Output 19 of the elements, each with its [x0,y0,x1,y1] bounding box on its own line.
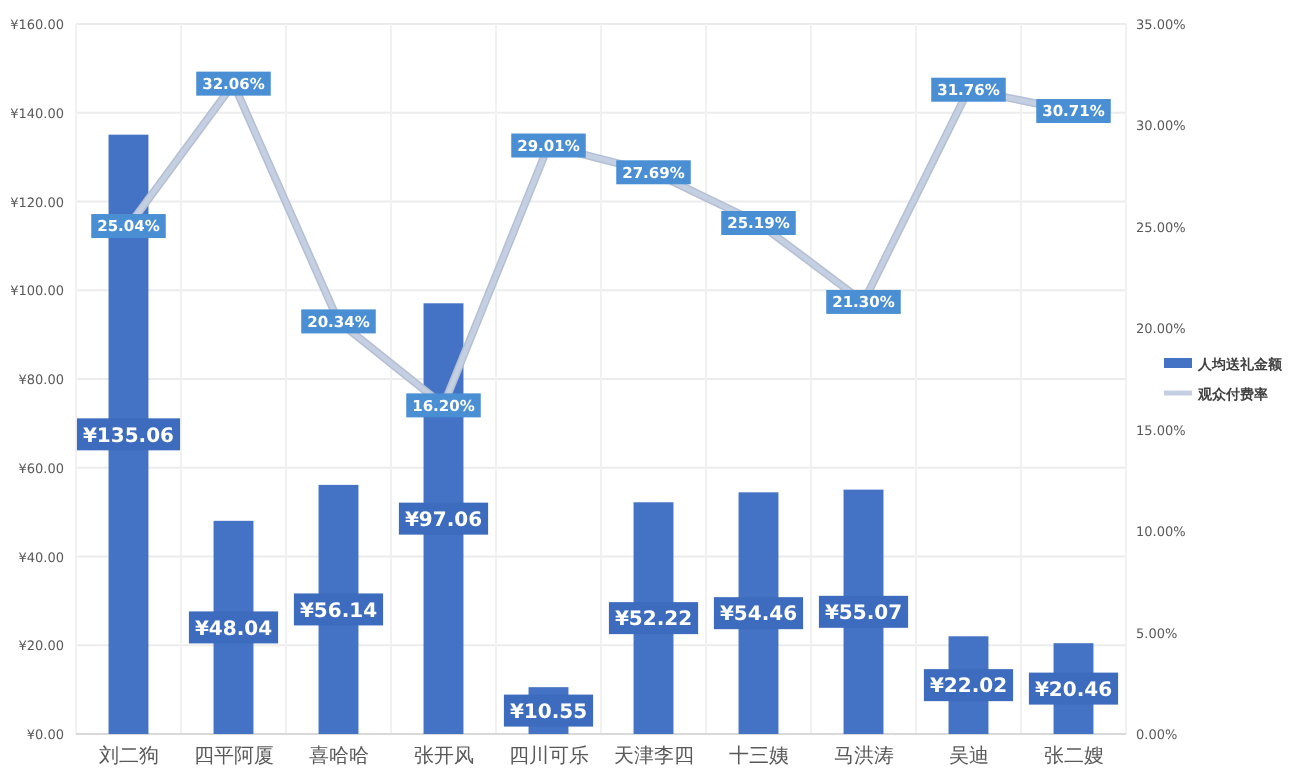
x-tick-label: 马洪涛 [833,744,894,768]
x-tick-label: 喜哈哈 [308,744,369,768]
x-tick-label: 四川可乐 [508,744,589,768]
x-tick-label: 刘二狗 [98,744,159,768]
data-label: ¥20.46 [1034,679,1113,702]
data-label: ¥55.07 [824,603,903,626]
data-label: ¥52.22 [614,609,693,632]
data-label: ¥54.46 [719,604,798,627]
data-label: ¥56.14 [299,600,378,623]
x-tick-label: 十三姨 [728,744,789,768]
data-label: ¥48.04 [194,618,273,641]
x-tick-label: 四平阿厦 [193,746,274,768]
x-tick-label: 张二嫂 [1043,744,1104,768]
x-tick-label: 张开风 [413,744,474,768]
data-label: ¥135.06 [82,425,175,448]
x-tick-label: 天津李四 [613,744,694,768]
x-tick-label: 吴迪 [948,744,989,768]
data-label: ¥97.06 [404,509,483,532]
data-label: ¥22.02 [929,676,1008,699]
